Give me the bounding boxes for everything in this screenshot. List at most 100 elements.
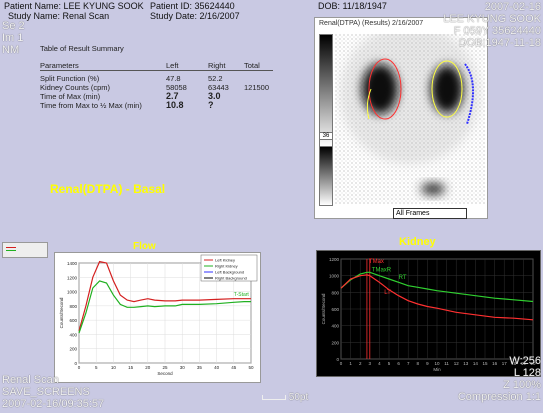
series-line (340, 271, 534, 303)
result-table: Parameters Left Right Total Split Functi… (40, 61, 274, 110)
marker-label: TMaxR (372, 268, 392, 274)
header-study-date: Study Date: 2/16/2007 (150, 11, 240, 21)
left-kidney-roi (368, 58, 402, 120)
x-tick-label: 40 (214, 365, 220, 370)
table-row: Time of Max (min) 2.7 3.0 (40, 91, 221, 102)
x-tick-label: 3 (369, 361, 372, 366)
scale-value: 36 (319, 132, 333, 140)
overlay-modality: NM (2, 44, 20, 56)
legend-entry: Left Background (215, 270, 244, 275)
x-tick-label: 30 (180, 365, 186, 370)
footer-mid: 50pt (262, 392, 308, 403)
header-patient-id: Patient ID: 35624440 (150, 1, 235, 11)
footer-timestamp: 2007-02-16/09:35:57 (2, 398, 105, 410)
overlay-patient-info: F 059Y 35624440 (453, 25, 541, 37)
right-background-roi (464, 63, 475, 125)
series-line (78, 280, 251, 334)
y-tick-label: 200 (69, 347, 77, 352)
x-tick-label: 10 (434, 361, 440, 366)
col-total: Total (244, 61, 260, 70)
x-tick-label: 0 (78, 365, 81, 370)
header-study-name: Study Name: Renal Scan (8, 11, 109, 21)
study-date-value: 2/16/2007 (199, 11, 240, 21)
x-tick-label: 0 (340, 361, 343, 366)
intensity-scale (319, 34, 333, 148)
x-tick-label: 20 (145, 365, 151, 370)
dob-label: DOB: (318, 1, 341, 11)
flow-legend (200, 254, 258, 282)
y-axis-label: Counts/Second (321, 293, 326, 324)
legend-entry: Left Kidney (215, 258, 235, 263)
right-kidney-roi (431, 60, 463, 118)
mini-window (2, 242, 48, 258)
kidney-chart-panel: 0 200 400 600 800 1000 1200 0 1 2 3 4 5 6 7 8 9 10 11 12 13 1… (316, 250, 541, 377)
footer-right: W:256 L 128 Z 100% Compression 1:1 (458, 355, 541, 403)
dob-value: 11/18/1947 (342, 1, 387, 11)
x-tick-label: 18 (511, 361, 517, 366)
overlay-left: Se 2 Im 1 NM (2, 20, 25, 56)
patient-name-value: LEE KYUNG SOOK (63, 1, 144, 11)
flow-chart-panel: 0 200 400 600 800 1000 1200 1400 0 5 10 15 20 25 30 35 4… (54, 252, 261, 383)
x-axis-label: Min (433, 367, 441, 372)
footer-left: Renal Scan SAVE_SCREENS 2007-02-16/09:35… (2, 374, 104, 410)
x-tick-label: 5 (95, 365, 98, 370)
x-tick-label: 5 (388, 361, 391, 366)
col-left: Left (166, 61, 179, 70)
result-summary-title: Table of Result Summary (40, 44, 124, 53)
x-tick-label: 1 (349, 361, 352, 366)
x-tick-label: 25 (162, 365, 168, 370)
y-tick-label: 600 (69, 318, 77, 323)
right-kidney-uptake (431, 65, 463, 113)
footer-series: SAVE_SCREENS (2, 386, 90, 398)
y-tick-label: 800 (69, 304, 77, 309)
y-tick-label: 0 (74, 361, 77, 366)
overlay-right: 2007-02-16 LEE KYUNG SOOK F 059Y 3562444… (443, 1, 541, 49)
header-patient-name: Patient Name: LEE KYUNG SOOK (4, 1, 144, 11)
frame-dropdown[interactable]: All Frames (393, 208, 467, 219)
col-parameters: Parameters (40, 61, 79, 70)
series-line (78, 260, 251, 332)
footer-zoom: Z 100% (503, 379, 541, 391)
legend-entry: Right Background (215, 276, 247, 281)
x-tick-label: 45 (231, 365, 237, 370)
overlay-series: Se 2 (2, 20, 25, 32)
x-tick-label: 10 (111, 365, 117, 370)
header-dob: DOB: 11/18/1947 (318, 1, 387, 11)
y-axis-label: Counts/Second (59, 297, 64, 328)
footer-level: L 128 (513, 367, 541, 379)
y-tick-label: 600 (331, 307, 339, 312)
left-kidney-uptake (362, 64, 398, 114)
footer-compression: Compression 1:1 (457, 391, 541, 403)
footer-window: W:256 (509, 355, 541, 367)
col-right: Right (208, 61, 226, 70)
scale-bar (262, 394, 286, 400)
x-tick-label: 4 (378, 361, 381, 366)
y-tick-label: 1200 (329, 257, 340, 262)
study-name-value: Renal Scan (62, 11, 110, 21)
study-date-label: Study Date: (150, 11, 198, 21)
y-tick-label: 1000 (67, 290, 78, 295)
series-label-lt: LT (384, 290, 391, 296)
x-tick-label: 12 (454, 361, 460, 366)
series-line (340, 274, 534, 321)
legend-entry: Right Kidney (215, 264, 238, 269)
left-background-roi (366, 88, 372, 120)
x-tick-label: 50 (248, 365, 254, 370)
x-tick-label: 13 (463, 361, 469, 366)
footer-study: Renal Scan (2, 374, 59, 386)
x-tick-label: 20 (530, 361, 536, 366)
overlay-dob: DOB:1947-11-18 (458, 37, 541, 49)
flow-annotation: T-Start (234, 292, 250, 298)
x-tick-label: 19 (521, 361, 527, 366)
y-tick-label: 800 (331, 290, 339, 295)
image-panel-title: Renal(DTPA) (Results) 2/16/2007 (319, 20, 424, 27)
table-row: Kidney Counts (cpm) 58058 63443 121500 (40, 83, 270, 92)
bladder-uptake (421, 183, 445, 195)
intensity-scale-lower (319, 146, 333, 206)
y-tick-label: 1200 (67, 275, 78, 280)
x-tick-label: 14 (473, 361, 479, 366)
y-tick-label: 1000 (329, 274, 340, 279)
patient-id-label: Patient ID: (150, 1, 193, 11)
table-row: Split Function (%) 47.8 52.2 (40, 74, 223, 83)
